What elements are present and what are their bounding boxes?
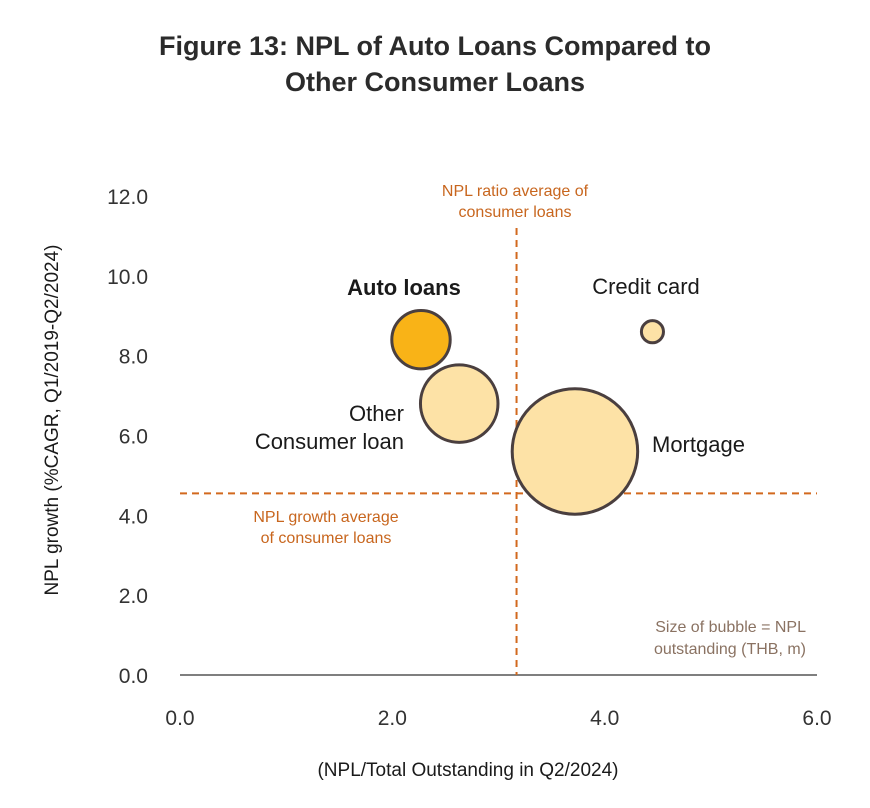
- bubble-label-mortgage: Mortgage: [652, 432, 745, 457]
- chart-title-line-2: Other Consumer Loans: [284, 67, 586, 97]
- bubble-auto-loans: [390, 309, 452, 371]
- bubble-mortgage: [510, 387, 640, 516]
- bubble-other-consumer-loan: [418, 363, 500, 444]
- reference-lines-group: NPL ratio average of consumer loans NPL gr…: [180, 183, 817, 675]
- bubble-credit-card: [639, 319, 665, 345]
- chart-title-line-1: Figure 13: NPL of Auto Loans Compared to: [158, 31, 712, 61]
- y-tick-label: 8.0: [119, 346, 148, 369]
- y-axis-label: NPL growth (%CAGR, Q1/2019-Q2/2024): [42, 245, 63, 596]
- y-tick-label: 0.0: [119, 665, 148, 688]
- x-tick-label: 4.0: [590, 707, 619, 730]
- x-tick-label: 6.0: [802, 707, 831, 730]
- bubbles-group: [390, 309, 665, 516]
- y-tick-label: 6.0: [119, 426, 148, 449]
- x-tick-label: 2.0: [378, 707, 407, 730]
- bubble-label-auto-loans: Auto loans: [347, 275, 461, 300]
- bubble-label-credit-card: Credit card: [592, 274, 700, 299]
- y-tick-label: 12.0: [107, 186, 148, 209]
- x-axis-label: (NPL/Total Outstanding in Q2/2024): [317, 760, 618, 781]
- y-tick-label: 2.0: [119, 585, 148, 608]
- chart-title: Figure 13: NPL of Auto Loans Compared to…: [0, 28, 870, 100]
- npl-ratio-average-label: NPL ratio average of consumer loans: [442, 183, 589, 221]
- axes-group: 0.0 2.0 4.0 6.0 8.0 10.0 12.0 0.0 2.0 4.0 6.0 (NPL/…: [42, 186, 832, 781]
- labels-group: Auto loans Other Consumer loan Credit card M…: [255, 274, 806, 658]
- npl-growth-average-label: NPL growth average of consumer loans: [253, 509, 398, 547]
- bubble-size-note: Size of bubble = NPL outstanding (THB, m): [654, 619, 806, 658]
- y-tick-label: 4.0: [119, 505, 148, 528]
- x-tick-label: 0.0: [165, 707, 194, 730]
- bubble-label-other-consumer-loan: Other Consumer loan: [255, 401, 404, 454]
- y-tick-label: 10.0: [107, 266, 148, 289]
